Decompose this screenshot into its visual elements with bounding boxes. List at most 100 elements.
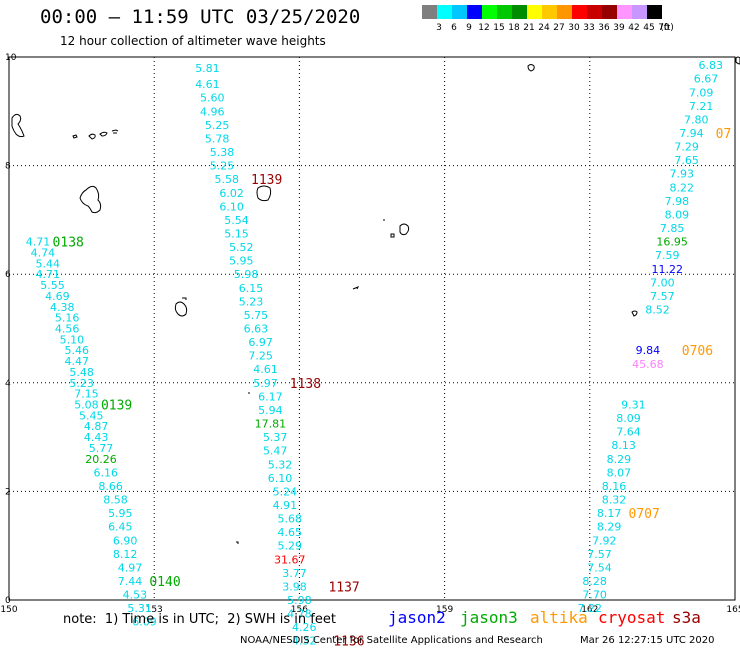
wave-height-value: 7.22 [578, 602, 603, 615]
wave-height-value: 8.22 [670, 181, 695, 194]
wave-height-value: 5.77 [89, 442, 114, 455]
wave-height-value: 8.07 [607, 466, 632, 479]
wave-height-value: 5.23 [239, 295, 264, 308]
wave-height-value: 8.29 [607, 453, 632, 466]
wave-height-value: 5.38 [210, 146, 235, 159]
wave-height-value: 5.55 [40, 279, 65, 292]
wave-height-value: 6.17 [258, 390, 283, 403]
pass-time-label: 1137 [328, 580, 359, 595]
island-outline [79, 185, 102, 214]
wave-height-value: 5.24 [273, 485, 298, 498]
wave-height-value: 6.45 [108, 521, 133, 534]
page-title: 00:00 – 11:59 UTC 03/25/2020 [40, 6, 361, 28]
wave-height-value: 5.16 [55, 312, 80, 325]
wave-height-value: 8.29 [597, 521, 622, 534]
wave-height-value: 5.94 [258, 404, 283, 417]
legend-swatch [557, 5, 572, 19]
legend-label: 42 [628, 23, 640, 33]
legend-swatch [602, 5, 617, 19]
legend-label: 3 [436, 23, 442, 33]
legend-label: 12 [478, 23, 490, 33]
wave-height-value: 6.10 [268, 472, 293, 485]
wave-height-value: 6.63 [244, 323, 269, 336]
y-tick-label: 8 [5, 162, 11, 172]
wave-height-value: 5.25 [205, 119, 230, 132]
wave-height-value: 4.61 [195, 78, 220, 91]
wave-height-value: 5.44 [35, 257, 60, 270]
wave-height-value: 4.87 [84, 420, 109, 433]
pass-time-label: 0140 [149, 575, 180, 590]
pass-time-label: 1136 [333, 635, 364, 650]
legend-swatch [632, 5, 647, 19]
legend-label: 9 [466, 23, 472, 33]
wave-height-value: 6.67 [694, 73, 719, 86]
wave-height-value: 6.83 [699, 59, 724, 72]
wave-height-value: 20.26 [85, 453, 117, 466]
legend-label: 70 [658, 23, 670, 33]
wave-height-value: 17.81 [255, 418, 287, 431]
legend-label: 39 [613, 23, 625, 33]
y-tick-label: 10 [5, 53, 17, 63]
pass-time-label: 0707 [629, 507, 660, 522]
island-outline [399, 223, 410, 236]
wave-height-value: 6.15 [239, 282, 264, 295]
wave-height-value: 4.96 [200, 105, 225, 118]
legend-swatch [587, 5, 602, 19]
wave-height-value: 4.97 [118, 561, 143, 574]
wave-height-value: 5.15 [224, 227, 249, 240]
wave-height-value: 5.78 [205, 132, 230, 145]
wave-height-value: 6.10 [219, 200, 244, 213]
wave-height-value: 4.65 [277, 526, 302, 539]
wave-height-value: 7.15 [74, 388, 99, 401]
wave-height-value: 4.74 [31, 246, 56, 259]
wave-height-value: 5.29 [277, 540, 302, 553]
satellite-name-cryosat: cryosat [598, 608, 666, 627]
island-outline [352, 286, 360, 290]
wave-height-value: 7.70 [582, 589, 607, 602]
pass-time-label: 0139 [101, 399, 132, 414]
y-tick-label: 2 [5, 487, 11, 497]
wave-height-value: 4.38 [50, 301, 75, 314]
x-tick-label: 165 [726, 605, 740, 615]
legend-label: 6 [451, 23, 457, 33]
pass-time-label: 1138 [290, 377, 321, 392]
pass-time-label: 0706 [682, 344, 713, 359]
island-outline [527, 64, 535, 72]
wave-height-value: 7.29 [674, 141, 699, 154]
wave-height-value: 7.57 [587, 548, 612, 561]
wave-height-value: 7.65 [674, 154, 699, 167]
wave-height-value: 8.66 [98, 480, 123, 493]
legend-label: 21 [523, 23, 535, 33]
y-tick-label: 6 [5, 270, 11, 280]
wave-height-value: 4.61 [253, 363, 278, 376]
wave-height-value: 7.98 [665, 195, 690, 208]
wave-height-value: 7.92 [592, 534, 617, 547]
wave-height-value: 7.21 [689, 100, 714, 113]
wave-height-value: 8.58 [103, 494, 128, 507]
wave-height-value: 6.09 [132, 616, 157, 629]
wave-height-value: 6.02 [219, 187, 244, 200]
x-tick-label: 156 [291, 605, 308, 615]
wave-height-value: 9.84 [636, 344, 661, 357]
wave-height-value: 6.90 [113, 534, 138, 547]
wave-height-value: 7.25 [248, 350, 273, 363]
wave-height-value: 3.77 [282, 567, 307, 580]
wave-height-value: 4.71 [26, 236, 51, 249]
wave-height-value: 5.81 [195, 62, 220, 75]
legend-label: 30 [568, 23, 580, 33]
legend-swatch [482, 5, 497, 19]
satellite-track: 9.318.097.648.138.298.078.168.328.178.29… [578, 399, 646, 616]
issued-timestamp: Mar 26 12:27:15 UTC 2020 [580, 635, 715, 646]
satellite-name-jason2: jason2 [388, 608, 446, 627]
wave-height-value: 4.71 [35, 268, 60, 281]
wave-height-value: 7.00 [650, 276, 675, 289]
wave-height-value: 7.93 [670, 168, 695, 181]
satellite-name-s3a: s3a [672, 608, 701, 627]
wave-height-value: 7.44 [118, 575, 143, 588]
legend-swatch [512, 5, 527, 19]
wave-height-value: 5.54 [224, 214, 249, 227]
wave-height-value: 5.08 [74, 399, 99, 412]
island-outline [72, 134, 78, 139]
